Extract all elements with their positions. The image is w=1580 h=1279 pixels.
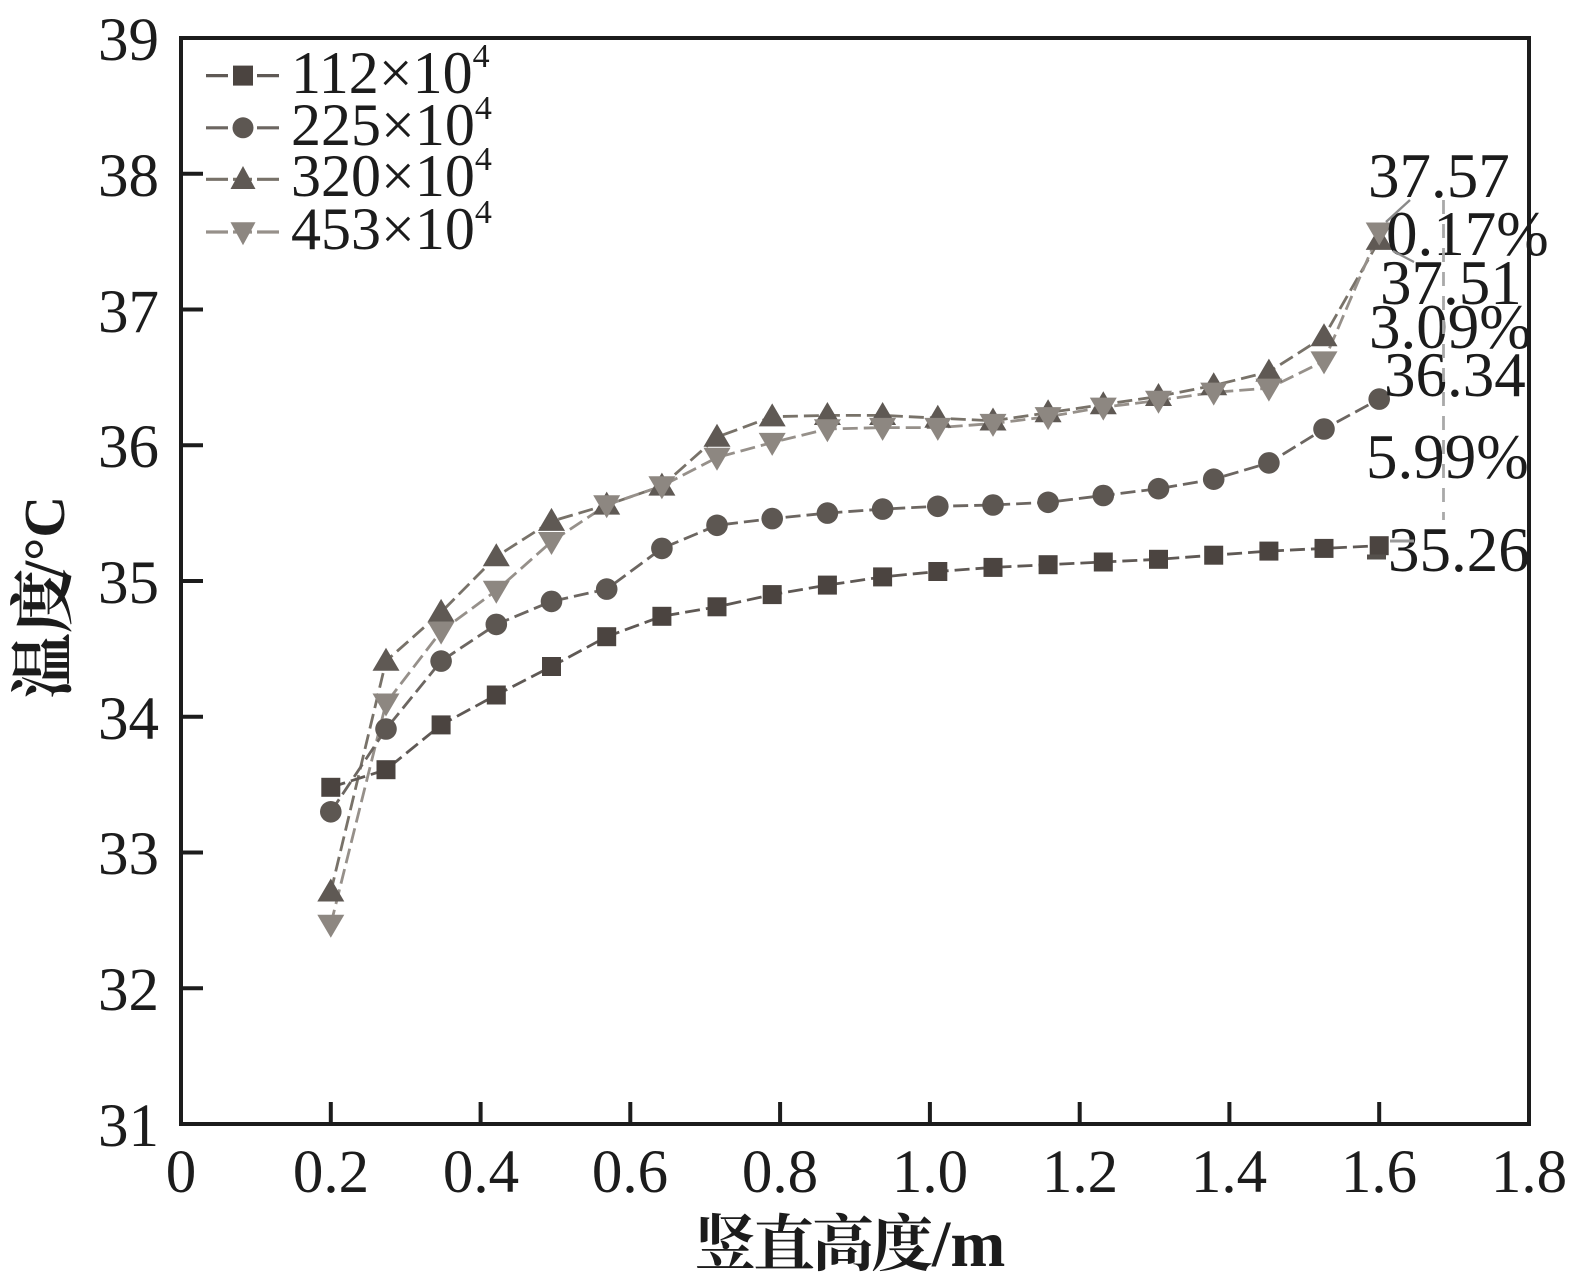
svg-text:37: 37 (98, 279, 159, 346)
svg-text:/m: /m (931, 1208, 1005, 1279)
svg-text:37.57: 37.57 (1368, 141, 1510, 211)
svg-text:0.8: 0.8 (742, 1139, 818, 1206)
svg-text:34: 34 (98, 686, 159, 753)
svg-text:0.17%: 0.17% (1386, 199, 1549, 269)
svg-text:32: 32 (98, 957, 159, 1024)
svg-text:3.09%: 3.09% (1369, 292, 1532, 362)
svg-text:453×104: 453×104 (291, 194, 492, 262)
svg-text:35.26: 35.26 (1388, 515, 1530, 585)
svg-text:35: 35 (98, 550, 159, 617)
svg-text:1.2: 1.2 (1042, 1139, 1118, 1206)
svg-text:33: 33 (98, 821, 159, 888)
svg-text:0: 0 (166, 1139, 197, 1206)
svg-text:320×104: 320×104 (291, 141, 492, 209)
svg-text:1.6: 1.6 (1341, 1139, 1417, 1206)
svg-text:112×104: 112×104 (291, 38, 490, 106)
svg-text:0.4: 0.4 (443, 1139, 519, 1206)
svg-text:1.0: 1.0 (892, 1139, 968, 1206)
svg-text:39: 39 (98, 7, 159, 74)
svg-text:0.6: 0.6 (592, 1139, 668, 1206)
svg-text:/°C: /°C (12, 496, 77, 578)
svg-text:1.4: 1.4 (1191, 1139, 1267, 1206)
svg-text:36: 36 (98, 414, 159, 481)
svg-text:31: 31 (98, 1093, 159, 1160)
svg-text:37.51: 37.51 (1380, 248, 1522, 318)
svg-text:38: 38 (98, 143, 159, 210)
svg-text:36.34: 36.34 (1384, 340, 1526, 410)
svg-text:5.99%: 5.99% (1366, 422, 1529, 492)
svg-text:225×104: 225×104 (291, 90, 492, 158)
svg-text:0.2: 0.2 (293, 1139, 369, 1206)
svg-text:1.8: 1.8 (1491, 1139, 1567, 1206)
